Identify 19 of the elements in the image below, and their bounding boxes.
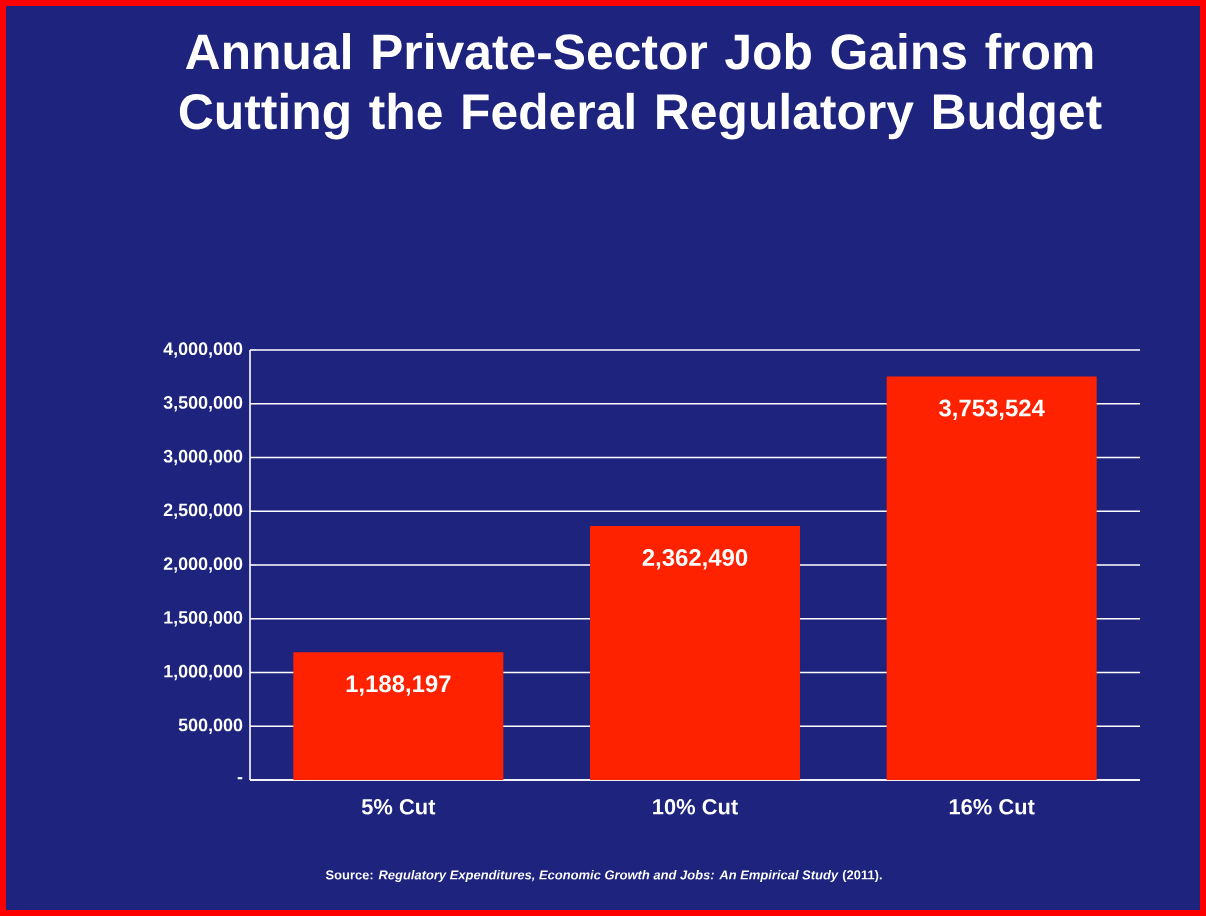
y-tick-label: 3,000,000 [163,449,243,466]
y-tick-label: 4,000,000 [163,342,243,358]
y-tick-label: 1,000,000 [164,664,243,681]
y-tick-label: 3,500,000 [163,396,243,412]
y-tick-label: 1,500,000 [164,611,243,627]
bar [590,526,801,780]
data-label: 1,188,197 [346,675,451,696]
chart-title: Annual Private-Sector Job Gains from Cutting the Federal Regulatory Budget [179,33,1102,140]
x-tick-label: 16% Cut [949,799,1035,815]
bar [886,376,1097,780]
y-tick-label: - [237,777,243,780]
data-label: 3,753,524 [939,399,1045,420]
y-tick-label: 2,000,000 [163,557,243,573]
x-tick-label: 10% Cut [653,799,738,815]
y-tick-label: 500,000 [178,718,243,734]
x-tick-label: 5% Cut [361,799,436,815]
y-tick-label: 2,500,000 [163,503,243,519]
data-label: 2,362,490 [642,549,748,570]
bar [293,652,504,780]
